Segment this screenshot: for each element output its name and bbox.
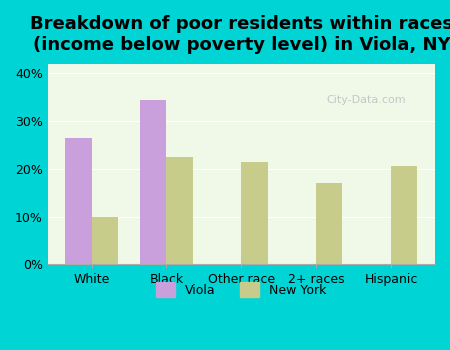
Bar	[316, 183, 342, 265]
Bar	[391, 167, 418, 265]
Text: City-Data.com: City-Data.com	[327, 95, 406, 105]
Title: Breakdown of poor residents within races
(income below poverty level) in Viola, : Breakdown of poor residents within races…	[30, 15, 450, 54]
Bar	[91, 217, 118, 265]
Bar	[140, 99, 166, 265]
Bar	[166, 157, 193, 265]
Legend: Viola, New York: Viola, New York	[151, 277, 332, 302]
Bar	[241, 162, 268, 265]
Bar	[65, 138, 91, 265]
